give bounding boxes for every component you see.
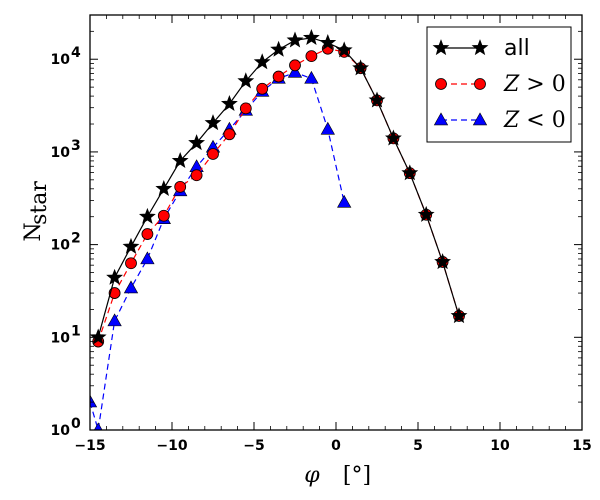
y-tick-label: 10	[51, 145, 71, 161]
data-point-z-positive	[272, 70, 285, 83]
series-all	[90, 29, 468, 345]
legend-label-z-positive-var: Z	[503, 72, 520, 97]
data-point-all	[155, 179, 173, 196]
data-point-z-positive	[305, 50, 318, 63]
data-point-all	[171, 152, 189, 169]
x-tick-label: −15	[74, 438, 105, 454]
legend-label-z-negative-var: Z	[503, 108, 520, 133]
data-point-all	[204, 114, 222, 131]
data-point-all	[434, 253, 452, 270]
y-tick-label-exponent: 4	[71, 45, 81, 61]
legend-marker-point	[472, 112, 488, 126]
legend-label-z-negative-rest: < 0	[519, 108, 565, 133]
data-point-all	[384, 129, 402, 146]
data-point-z-positive	[256, 82, 269, 95]
legend-marker-z-positive	[435, 78, 486, 90]
data-point-z-negative	[123, 280, 139, 294]
y-axis-label-group: N star	[21, 181, 52, 242]
x-tick-label: 10	[490, 438, 510, 454]
x-tick-label: 0	[331, 438, 341, 454]
plot-area	[90, 29, 468, 430]
legend-marker-point	[433, 112, 449, 126]
data-point-all	[90, 328, 107, 345]
x-tick-label: 15	[572, 438, 591, 454]
data-point-z-positive	[207, 148, 219, 160]
data-point-all	[286, 31, 304, 48]
y-tick-label-exponent: 2	[71, 231, 81, 247]
data-point-z-positive	[125, 257, 137, 270]
data-point-all	[352, 59, 370, 76]
data-point-all	[335, 41, 353, 58]
legend-marker-z-negative	[433, 112, 488, 126]
data-point-z-positive	[223, 128, 236, 141]
data-point-all	[188, 134, 206, 151]
y-axis-label: N	[21, 222, 46, 241]
data-point-all	[237, 72, 255, 89]
legend-marker-point	[471, 39, 489, 56]
data-point-z-positive	[141, 228, 154, 240]
series-line-z-negative	[90, 71, 345, 430]
x-tick-label: 5	[413, 438, 423, 454]
data-point-z-positive	[289, 59, 301, 72]
x-tick-label: −5	[243, 438, 264, 454]
data-point-all	[302, 29, 320, 46]
data-point-all	[122, 237, 140, 254]
data-point-z-negative	[287, 64, 303, 78]
data-point-all	[138, 207, 156, 224]
data-point-z-negative	[140, 251, 155, 265]
legend-label-z-positive: Z > 0	[503, 72, 566, 97]
y-axis-label-subscript: star	[27, 181, 52, 225]
data-point-all	[450, 307, 468, 324]
data-point-z-positive	[157, 209, 170, 222]
data-point-all	[106, 268, 124, 285]
data-point-all	[270, 40, 288, 57]
data-point-all	[220, 95, 238, 112]
legend: all Z > 0 Z < 0	[426, 26, 572, 143]
x-axis-label: φ	[304, 463, 320, 488]
legend-marker-all	[432, 39, 489, 56]
x-tick-label: −10	[156, 438, 187, 454]
legend-marker-point	[435, 78, 447, 90]
data-point-all	[368, 91, 386, 108]
x-axis-unit: [°]	[343, 463, 371, 488]
y-tick-label: 10	[51, 238, 71, 254]
y-tick-label: 10	[51, 423, 71, 439]
legend-marker-point	[432, 39, 450, 56]
data-point-all	[319, 34, 337, 51]
legend-label-z-positive-rest: > 0	[519, 72, 565, 97]
data-point-z-negative	[93, 422, 103, 430]
y-tick-label-exponent: 1	[71, 323, 81, 339]
data-point-z-negative	[337, 194, 352, 208]
series-z-positive	[92, 42, 465, 348]
legend-label-z-negative: Z < 0	[503, 108, 566, 133]
data-point-z-negative	[304, 70, 319, 84]
y-tick-label-exponent: 0	[71, 416, 81, 432]
data-point-z-positive	[174, 180, 187, 193]
data-point-z-negative	[90, 394, 98, 408]
data-point-z-positive	[239, 102, 252, 115]
y-tick-label: 10	[51, 330, 71, 346]
data-point-z-negative	[320, 121, 335, 135]
data-point-all	[253, 53, 271, 70]
y-tick-label: 10	[51, 52, 71, 68]
data-point-z-negative	[107, 313, 122, 327]
legend-label-all: all	[504, 36, 530, 61]
series-line-z-positive	[97, 48, 460, 342]
data-point-all	[417, 205, 435, 222]
data-point-z-positive	[108, 287, 121, 299]
data-point-z-positive	[190, 169, 203, 182]
legend-marker-point	[474, 78, 486, 90]
data-point-all	[401, 164, 419, 181]
y-tick-label-exponent: 3	[71, 138, 81, 154]
